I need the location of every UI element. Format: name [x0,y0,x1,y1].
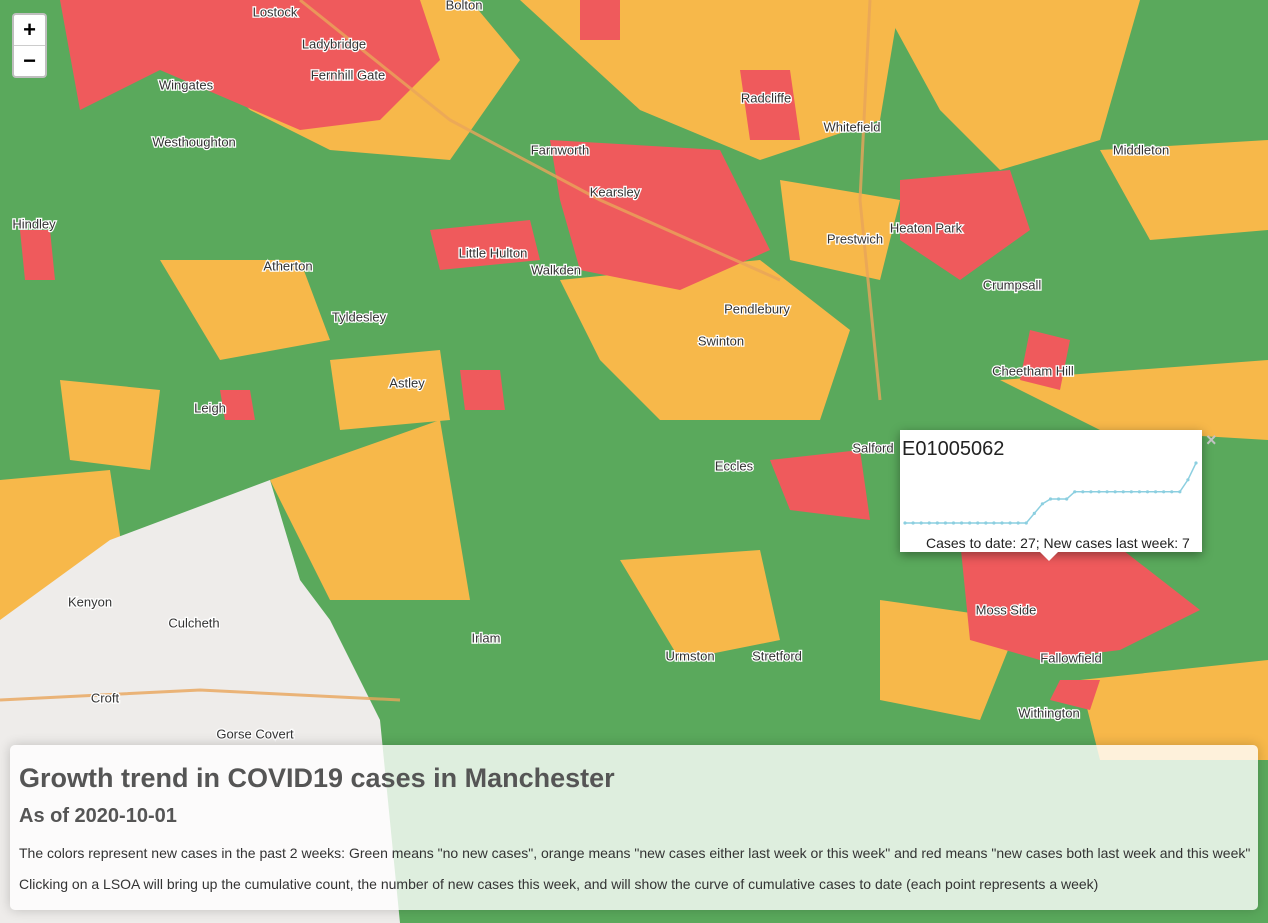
sparkline-point [968,521,972,525]
sparkline-point [992,521,996,525]
place-label: Fernhill Gate [311,67,385,82]
orange-areas [0,0,1268,760]
place-label: Bolton [446,0,483,12]
sparkline-point [984,521,988,525]
place-label: Cheetham Hill [992,363,1074,378]
sparkline-point [1186,478,1190,482]
sparkline-point [1194,461,1198,465]
popup-text: Cases to date: 27; New cases last week: … [926,535,1190,551]
sparkline-point [1073,490,1077,494]
info-paragraph: The colors represent new cases in the pa… [19,845,1251,861]
place-label: Swinton [698,333,744,348]
place-label: Wingates [159,77,214,92]
place-label: Kenyon [68,594,112,609]
place-label: Croft [91,690,120,705]
sparkline-point [976,521,980,525]
place-label: Atherton [263,258,312,273]
sparkline-point [911,521,915,525]
sparkline [903,461,1198,525]
sparkline-point [1113,490,1117,494]
sparkline-point [959,521,964,525]
sparkline-point [1056,497,1061,501]
sparkline-point [1170,490,1174,494]
sparkline-point [1153,490,1158,494]
sparkline-point [951,521,956,525]
popup-close[interactable]: × [1206,430,1217,450]
place-label: Culcheth [168,615,219,630]
sparkline-point [943,521,948,525]
place-label: Crumpsall [983,277,1042,292]
place-label: Leigh [194,400,226,415]
place-label: Gorse Covert [216,726,294,741]
zoom-control: + − [12,13,47,78]
place-label: Hindley [12,216,56,231]
sparkline-point [1089,490,1093,494]
place-label: Salford [852,440,893,455]
roads [0,0,882,702]
sparkline-line [905,462,1197,524]
sparkline-point [1048,497,1053,501]
place-label: Westhoughton [152,134,236,149]
sparkline-point [1016,521,1020,525]
info-panel: Growth trend in COVID19 cases in Manches… [10,745,1258,910]
place-label: Prestwich [827,231,883,246]
sparkline-point [1129,490,1133,494]
place-label: Withington [1018,705,1079,720]
place-label: Lostock [253,4,298,19]
sparkline-point [935,521,939,525]
place-label: Irlam [472,630,501,645]
place-label: Farnworth [531,142,590,157]
place-label: Middleton [1113,142,1169,157]
place-label: Little Hulton [459,245,528,260]
sparkline-point [919,521,923,525]
sparkline-point [1065,497,1069,501]
place-label: Ladybridge [302,36,366,51]
sparkline-point [1137,490,1142,494]
sparkline-point [1105,490,1109,494]
zoom-out[interactable]: − [14,45,45,76]
sparkline-point [1097,490,1101,494]
place-label: Astley [389,375,425,390]
place-label: Urmston [665,648,714,663]
sparkline-point [903,521,907,525]
place-label: Fallowfield [1040,650,1101,665]
popup-title: E01005062 [902,438,1005,460]
place-label: Stretford [752,648,802,663]
sparkline-point [1032,511,1036,515]
place-label: Radcliffe [741,90,791,105]
sparkline-point [1121,490,1125,494]
sparkline-point [1008,521,1012,525]
info-title: Growth trend in COVID19 cases in Manches… [19,763,615,793]
place-label: Pendlebury [724,301,790,316]
sparkline-point [1081,490,1085,494]
sparkline-point [927,521,931,525]
place-label: Moss Side [976,602,1037,617]
place-label: Tyldesley [332,309,387,324]
sparkline-point [1145,490,1150,494]
place-label: Heaton Park [890,220,963,235]
place-label: Eccles [715,458,754,473]
sparkline-point [1000,521,1004,525]
sparkline-point [1162,490,1166,494]
place-label: Kearsley [590,184,641,199]
place-label: Walkden [531,262,581,277]
sparkline-point [1178,490,1182,494]
popup: E01005062 Cases to date: 27; New cases l… [900,430,1202,561]
place-label: Whitefield [823,119,880,134]
sparkline-point [1040,502,1045,506]
info-subtitle: As of 2020-10-01 [19,805,177,827]
sparkline-point [1024,521,1028,525]
info-paragraph: Clicking on a LSOA will bring up the cum… [19,876,1099,892]
zoom-in[interactable]: + [23,17,36,42]
